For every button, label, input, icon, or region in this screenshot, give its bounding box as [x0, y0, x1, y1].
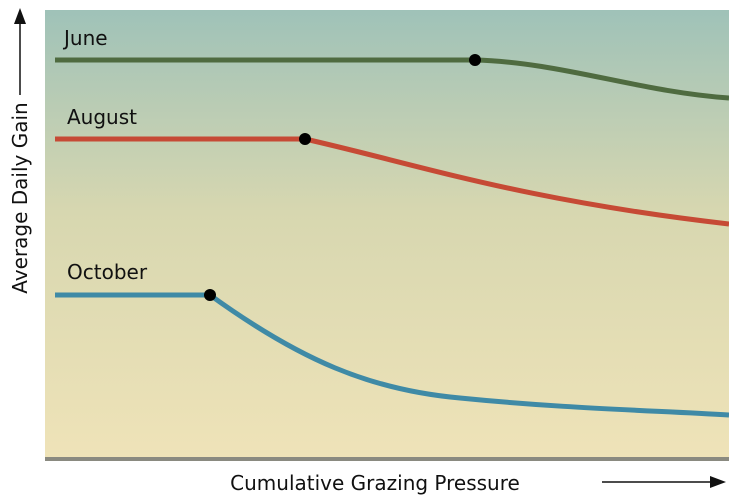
june-curve — [55, 57, 729, 101]
y-axis-label: Average Daily Gain — [8, 102, 32, 293]
y-arrow-head — [14, 8, 26, 24]
august-curve — [55, 136, 729, 227]
curve-label: August — [67, 105, 137, 129]
june-knee — [469, 54, 481, 66]
x-axis-label: Cumulative Grazing Pressure — [230, 471, 520, 495]
august-knee — [299, 133, 311, 145]
plot-background — [45, 10, 729, 458]
october-curve — [55, 292, 729, 418]
x-arrow-head — [710, 476, 726, 488]
curve-label: October — [67, 260, 148, 284]
october-knee — [204, 289, 216, 301]
curve-label: June — [62, 26, 108, 50]
